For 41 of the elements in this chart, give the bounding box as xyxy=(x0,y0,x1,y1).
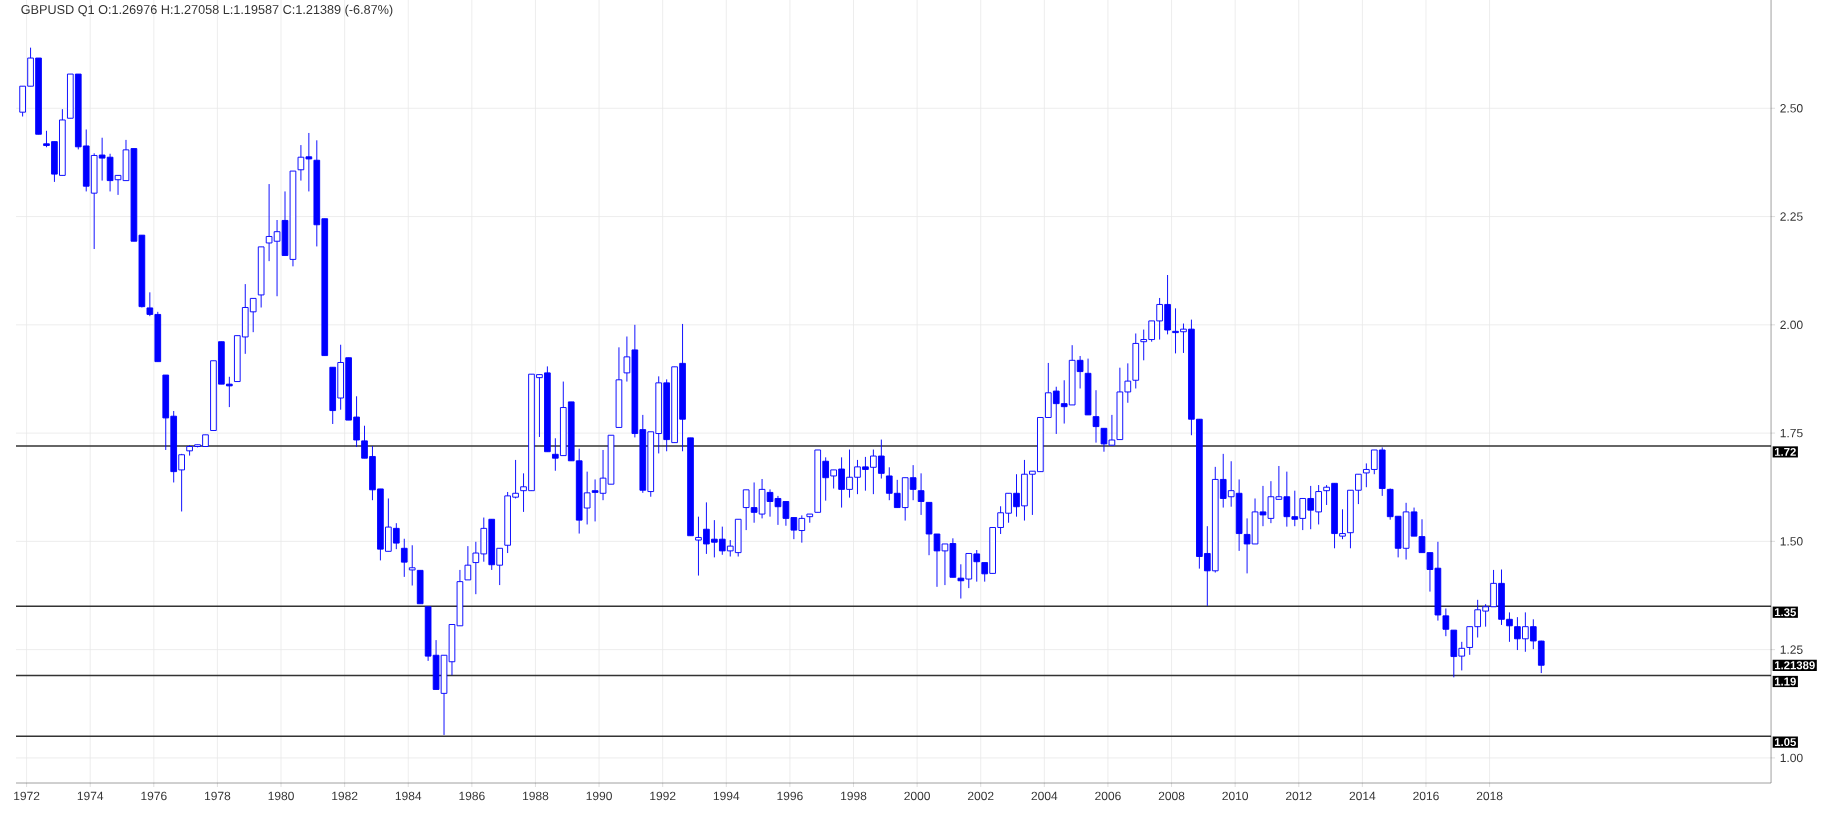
candlestick xyxy=(464,545,472,581)
ref-line-label: 1.35 xyxy=(1774,608,1796,617)
y-tick-label: 2.50 xyxy=(1780,104,1803,113)
x-tick-label: 1988 xyxy=(523,791,549,801)
candlestick xyxy=(400,538,408,578)
y-tick-label: 2.00 xyxy=(1780,320,1803,330)
x-tick-label: 1998 xyxy=(841,791,867,801)
x-tick-label: 2018 xyxy=(1476,791,1503,801)
x-tick-label: 1984 xyxy=(395,791,422,801)
x-tick-label: 1990 xyxy=(586,791,612,801)
y-tick-label: 2.25 xyxy=(1780,212,1803,221)
x-tick-label: 2014 xyxy=(1349,791,1376,801)
candlestick xyxy=(917,472,925,516)
x-tick-label: 2010 xyxy=(1222,791,1249,801)
ref-line-label: 1.19 xyxy=(1774,677,1796,686)
x-tick-label: 1974 xyxy=(77,791,104,801)
y-tick-label: 1.00 xyxy=(1780,753,1803,763)
chart-title: GBPUSD Q1 O:1.26976 H:1.27058 L:1.19587 C:1.21389 (-6.87%) xyxy=(21,4,393,17)
x-tick-label: 1972 xyxy=(14,791,40,801)
x-tick-label: 1986 xyxy=(459,791,485,801)
x-tick-label: 1982 xyxy=(332,791,358,801)
y-tick-label: 1.50 xyxy=(1780,537,1803,546)
y-tick-label: 1.25 xyxy=(1780,645,1803,654)
candlestick xyxy=(1092,389,1100,444)
x-tick-label: 2002 xyxy=(967,791,994,801)
x-tick-label: 1994 xyxy=(713,791,740,801)
text: 1.21389 xyxy=(1774,661,1815,670)
x-tick-label: 1992 xyxy=(650,791,676,801)
x-tick-label: 2008 xyxy=(1158,791,1185,801)
x-tick-label: 2016 xyxy=(1413,791,1439,801)
x-tick-label: 1996 xyxy=(777,791,803,801)
x-tick-label: 2004 xyxy=(1031,791,1058,801)
y-tick-label: 1.75 xyxy=(1780,428,1803,438)
x-tick-label: 2012 xyxy=(1286,791,1312,801)
x-tick-label: 2006 xyxy=(1095,791,1121,801)
x-tick-label: 2000 xyxy=(904,791,930,801)
ref-line-label: 1.05 xyxy=(1774,738,1796,747)
x-tick-label: 1980 xyxy=(268,791,294,801)
x-tick-label: 1978 xyxy=(204,791,231,801)
x-tick-label: 1976 xyxy=(141,791,167,801)
ref-line-label: 1.72 xyxy=(1774,447,1796,456)
